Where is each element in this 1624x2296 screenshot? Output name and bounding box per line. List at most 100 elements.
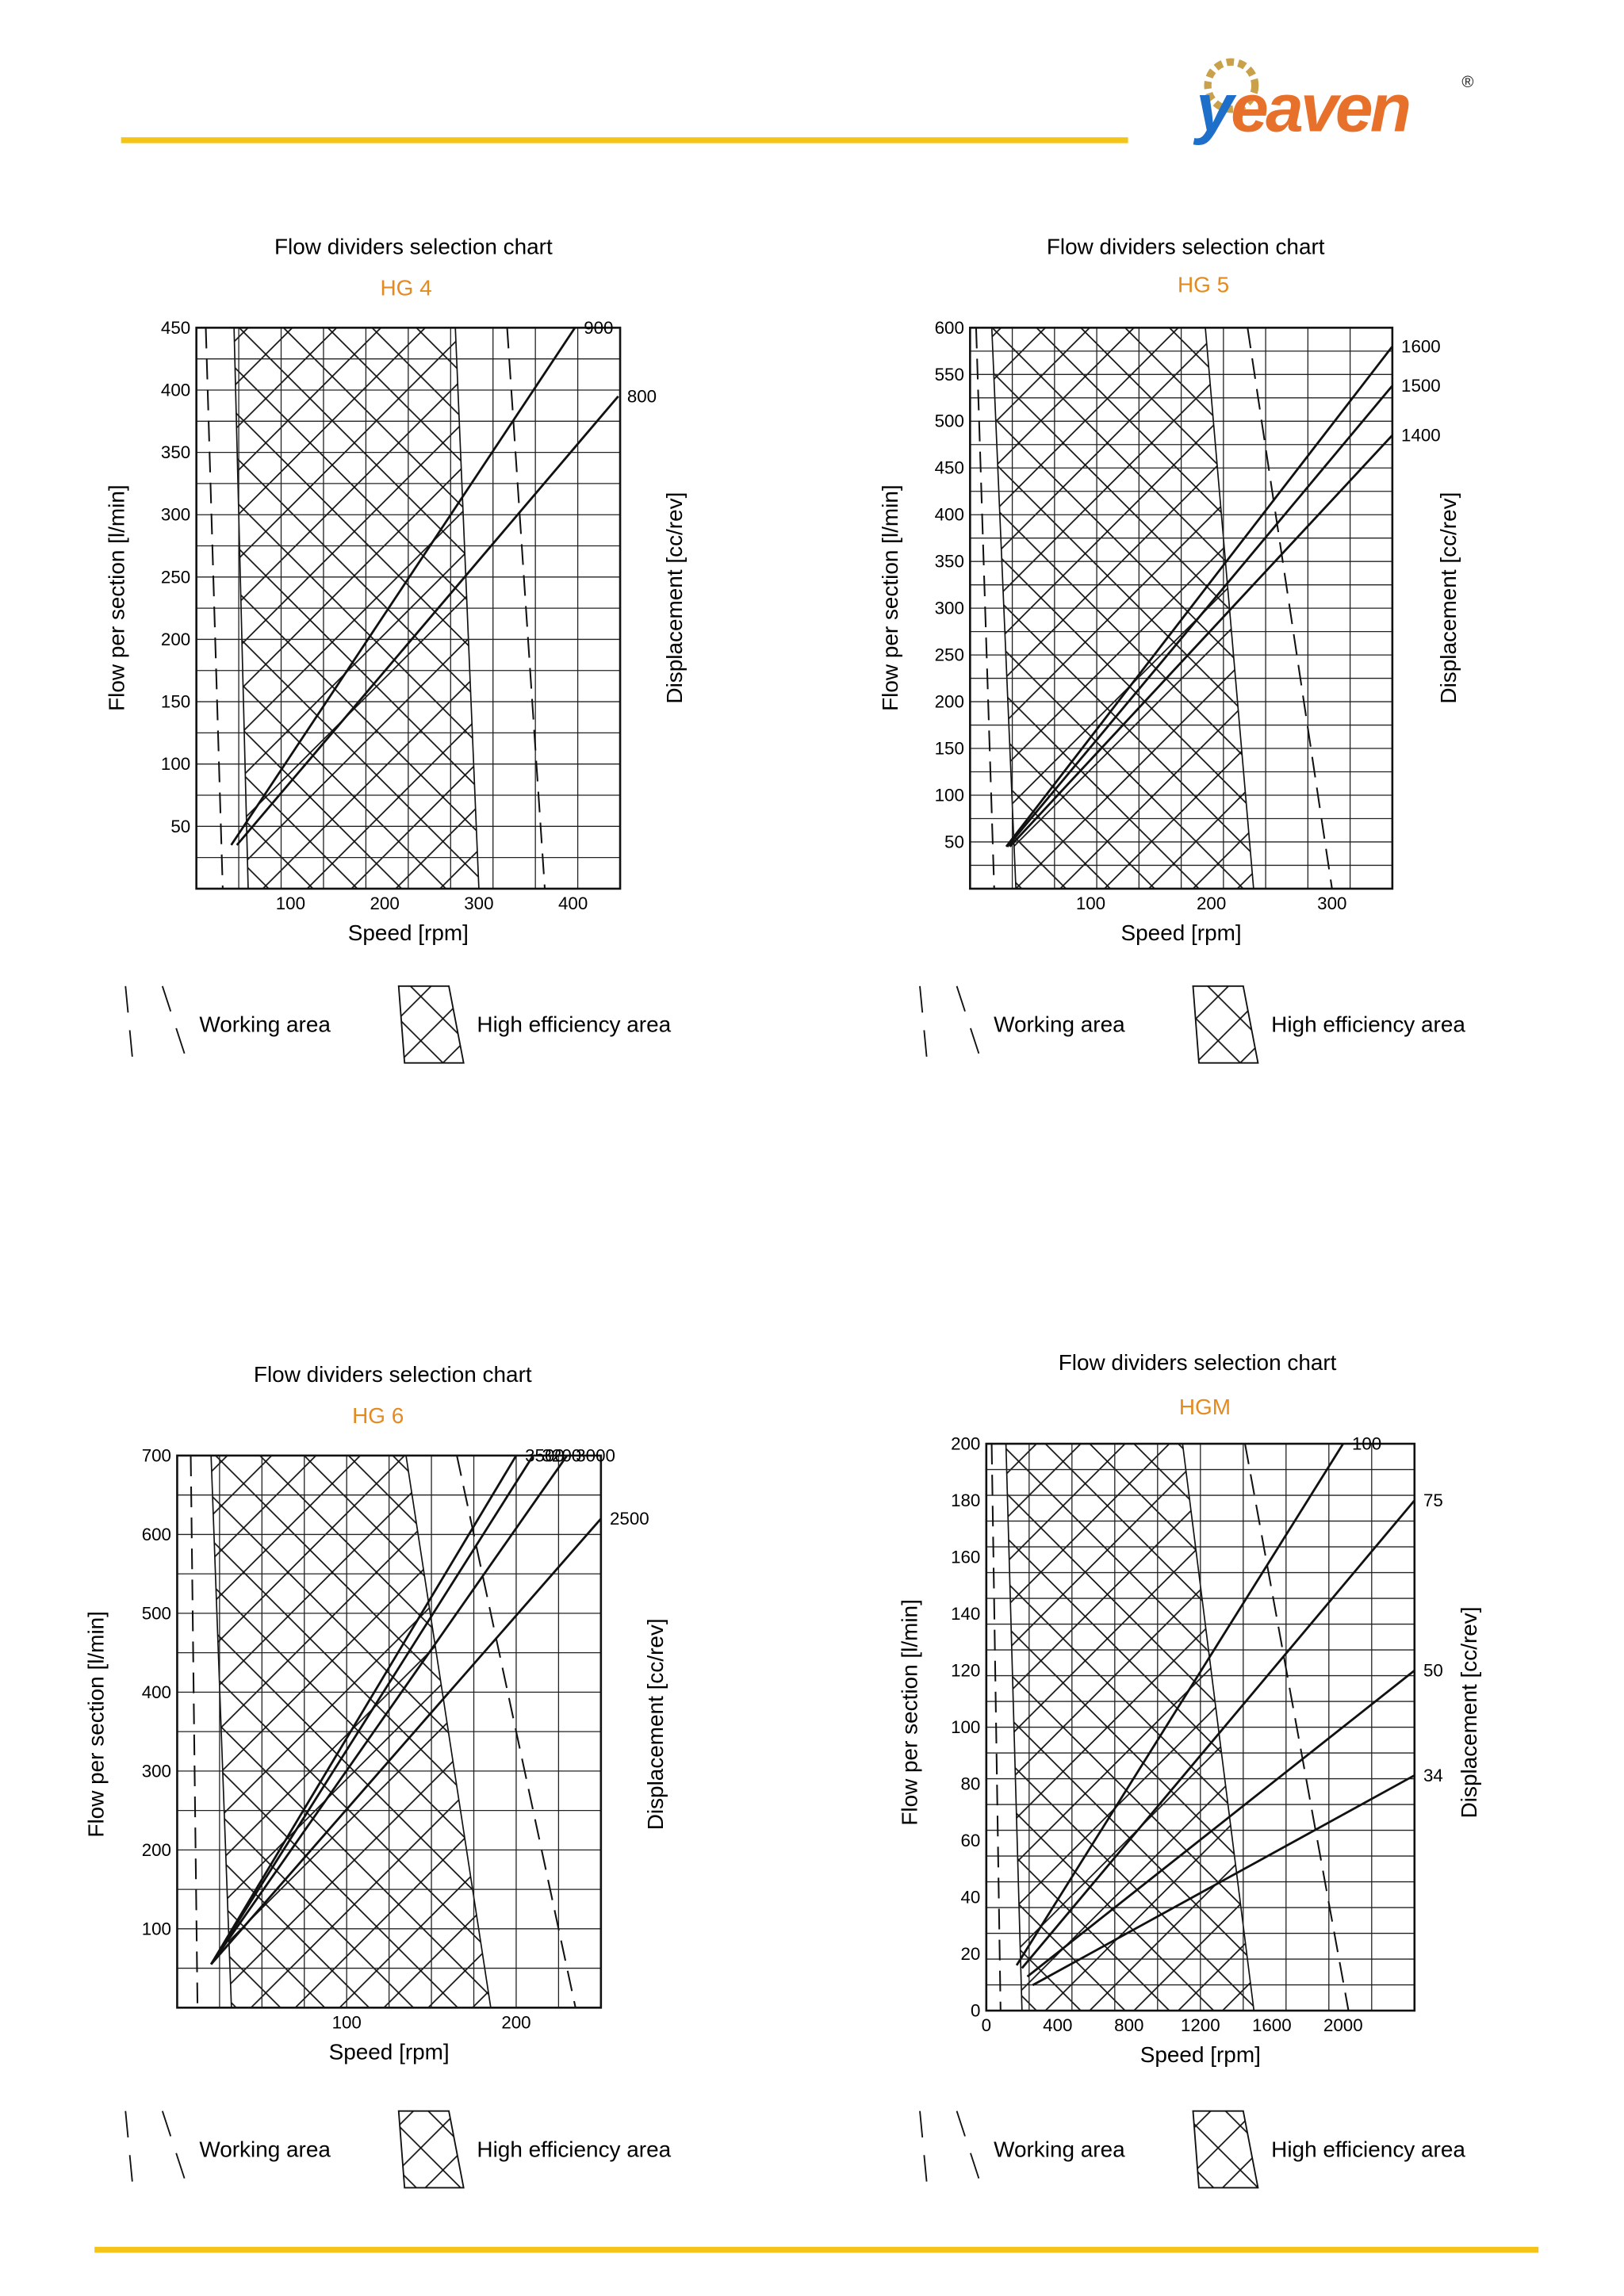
y-tick-label: 400: [142, 1682, 171, 1702]
series-label-75: 75: [1423, 1490, 1443, 1510]
series-line-34: [1032, 1774, 1415, 1987]
series-line-900: [230, 327, 576, 846]
y-tick-label: 120: [951, 1660, 980, 1680]
y-tick-label: 300: [161, 505, 190, 525]
working-area-boundary: [975, 327, 995, 889]
legend-working-icon: [956, 2110, 983, 2188]
series-line-50: [1026, 1669, 1415, 1978]
x-tick-label: 300: [464, 894, 493, 913]
series-label-1400: 1400: [1401, 425, 1441, 445]
legend-working-label: Working area: [994, 2137, 1125, 2161]
header-accent-bar: [121, 137, 1128, 144]
y-tick-label: 250: [935, 645, 964, 665]
x-tick-label: 2000: [1323, 2015, 1363, 2035]
legend-high-efficiency-label: High efficiency area: [477, 1012, 671, 1037]
y-tick-label: 60: [961, 1831, 981, 1850]
x-axis-label: Speed [rpm]: [329, 2039, 450, 2064]
y-tick-label: 100: [142, 1919, 171, 1938]
brand-wordmark: yeaven: [1196, 69, 1411, 147]
legend-working-icon: [956, 985, 983, 1063]
footer-accent-bar: [94, 2246, 1539, 2253]
y-tick-label: 300: [935, 599, 964, 618]
series-label-100: 100: [1352, 1433, 1381, 1453]
series-label-50: 50: [1423, 1660, 1443, 1680]
y-tick-label: 350: [935, 552, 964, 572]
series-label-3000: 3000: [576, 1445, 615, 1465]
x-tick-label: 1200: [1181, 2015, 1220, 2035]
series-label-1500: 1500: [1401, 376, 1441, 396]
y-tick-label: 450: [161, 318, 190, 338]
y-tick-label: 500: [935, 411, 964, 431]
registered-mark: ®: [1461, 74, 1474, 92]
plot-frame: [176, 1454, 603, 2009]
x-axis-label: Speed [rpm]: [1140, 2042, 1261, 2067]
x-tick-label: 400: [558, 894, 588, 913]
series-line-800: [236, 395, 619, 846]
y-tick-label: 50: [944, 832, 964, 851]
y-tick-label: 150: [935, 738, 964, 758]
y-tick-label: 100: [951, 1717, 980, 1737]
y-tick-label: 450: [935, 458, 964, 478]
x-tick-label: 1600: [1252, 2015, 1292, 2035]
y-axis-label: Flow per section [l/min]: [878, 484, 902, 711]
x-tick-label: 300: [1317, 894, 1346, 913]
y-tick-label: 300: [142, 1761, 171, 1781]
legend-working-icon: [124, 985, 134, 1063]
series-line-3500: [209, 1455, 518, 1965]
secondary-y-axis-label: Displacement [cc/rev]: [662, 492, 687, 704]
series-label-3500: 3500: [525, 1445, 565, 1465]
legend-high-efficiency-label: High efficiency area: [1271, 1012, 1465, 1037]
series-line-1400: [1009, 434, 1393, 848]
working-area-boundary: [990, 1444, 1002, 2011]
x-tick-label: 200: [501, 2012, 530, 2032]
legend-working-icon: [161, 2110, 189, 2188]
gear-icon: [1204, 58, 1259, 113]
x-axis-label: Speed [rpm]: [1121, 920, 1242, 945]
brand-logo: [1175, 48, 1485, 157]
series-line-1600: [1005, 346, 1393, 848]
y-tick-label: 200: [935, 692, 964, 712]
legend-working-icon: [124, 2110, 134, 2188]
y-tick-label: 200: [161, 629, 190, 649]
legend-working-label: Working area: [199, 2137, 331, 2161]
y-axis-label: Flow per section [l/min]: [897, 1599, 921, 1826]
series-line-3000: [210, 1455, 569, 1965]
series-label-2500: 2500: [610, 1509, 649, 1529]
y-tick-label: 350: [161, 442, 190, 462]
legend-working-icon: [919, 985, 929, 1063]
x-tick-label: 400: [1043, 2015, 1072, 2035]
y-tick-label: 0: [971, 2000, 980, 2020]
legend-high-efficiency-icon: [1192, 985, 1259, 1064]
legend-high-efficiency-icon: [397, 985, 465, 1064]
chart-subtitle: HG 5: [1178, 273, 1229, 297]
plot-frame: [985, 1442, 1416, 2012]
legend-high-efficiency-icon: [397, 2110, 465, 2189]
series-line-2500: [210, 1517, 602, 1965]
legend-high-efficiency-label: High efficiency area: [477, 2137, 671, 2161]
series-line-100: [1015, 1443, 1344, 1966]
y-tick-label: 700: [142, 1445, 171, 1465]
y-axis-label: Flow per section [l/min]: [83, 1611, 108, 1838]
chart-subtitle: HG 4: [380, 275, 431, 300]
secondary-y-axis-label: Displacement [cc/rev]: [1457, 1606, 1481, 1818]
y-tick-label: 80: [961, 1774, 981, 1793]
chart-title: Flow dividers selection chart: [1047, 234, 1325, 258]
legend-working-icon: [161, 985, 189, 1063]
y-tick-label: 200: [142, 1840, 171, 1860]
chart-title: Flow dividers selection chart: [254, 1362, 532, 1387]
y-tick-label: 180: [951, 1490, 980, 1510]
legend-working-label: Working area: [994, 1012, 1125, 1037]
series-line-1500: [1006, 385, 1393, 848]
y-axis-label: Flow per section [l/min]: [104, 484, 128, 711]
x-tick-label: 100: [276, 894, 305, 913]
working-area-boundary: [1244, 1443, 1350, 2011]
x-tick-label: 200: [1197, 894, 1226, 913]
chart-title: Flow dividers selection chart: [274, 234, 553, 258]
series-label-34: 34: [1423, 1766, 1443, 1785]
legend-high-efficiency-icon: [1192, 2110, 1259, 2189]
x-tick-label: 0: [982, 2015, 991, 2035]
working-area-boundary: [205, 327, 224, 889]
